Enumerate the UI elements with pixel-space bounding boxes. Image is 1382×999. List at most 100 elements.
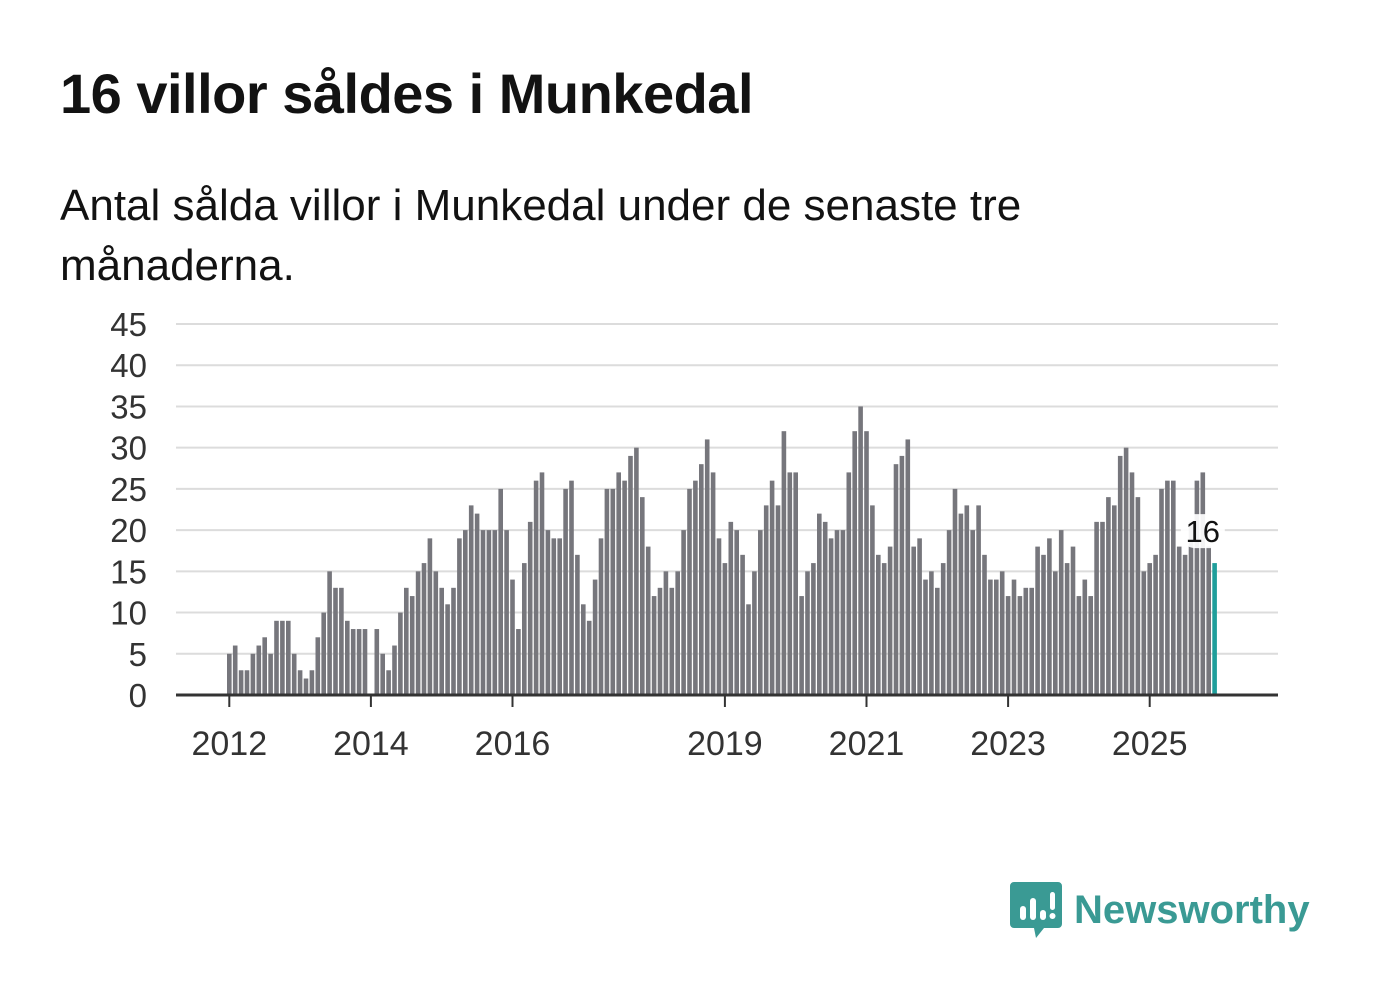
bar xyxy=(303,678,309,695)
bar xyxy=(339,587,344,695)
bar xyxy=(457,538,462,695)
bar xyxy=(905,439,911,695)
bar xyxy=(1123,447,1129,695)
bar xyxy=(598,538,604,695)
bar xyxy=(1088,596,1093,695)
bar xyxy=(610,488,616,695)
x-axis-ticks: 2012 2014 2016 2019 2021 2023 2025 xyxy=(191,695,1188,763)
y-tick-label: 25 xyxy=(110,471,147,508)
x-tick-label: 2012 xyxy=(191,725,267,763)
bar xyxy=(1106,497,1111,695)
page-title: 16 villor såldes i Munkedal xyxy=(60,62,754,125)
bar xyxy=(451,587,456,695)
bar xyxy=(763,505,769,695)
bar xyxy=(935,587,940,695)
bar xyxy=(722,563,728,695)
x-tick-label: 2025 xyxy=(1112,725,1188,763)
bar xyxy=(380,653,385,695)
bar xyxy=(280,620,285,695)
x-tick-label: 2019 xyxy=(687,725,763,763)
bar xyxy=(1041,554,1046,695)
bar xyxy=(917,538,922,695)
bar xyxy=(929,571,934,695)
bar xyxy=(238,670,244,695)
bar xyxy=(415,571,421,695)
brand-name: Newsworthy xyxy=(1074,887,1310,932)
bar xyxy=(911,546,916,695)
bar xyxy=(545,530,551,695)
bar xyxy=(1094,521,1099,695)
bar xyxy=(468,505,474,695)
bar xyxy=(321,612,326,695)
bar xyxy=(858,406,863,695)
y-tick-label: 0 xyxy=(129,677,147,714)
bar xyxy=(250,653,256,695)
bar xyxy=(982,554,987,695)
annotation-background xyxy=(1180,514,1225,549)
bar xyxy=(716,538,722,695)
bar xyxy=(811,563,816,695)
bar xyxy=(516,629,521,695)
bar xyxy=(575,554,580,695)
bar xyxy=(404,587,409,695)
bar xyxy=(350,629,356,695)
bar xyxy=(356,629,362,695)
bar xyxy=(775,505,781,695)
bar xyxy=(687,488,692,695)
bar xyxy=(787,472,793,695)
bar xyxy=(1188,521,1194,695)
bar xyxy=(586,620,592,695)
y-axis-ticks: 0 5 10 15 20 25 30 35 40 45 xyxy=(110,306,147,714)
bar xyxy=(1194,480,1200,695)
y-tick-label: 5 xyxy=(129,636,147,673)
bar xyxy=(970,530,975,695)
bar xyxy=(1171,480,1176,695)
bar xyxy=(1047,538,1052,695)
bar xyxy=(1147,563,1152,695)
x-tick-label: 2021 xyxy=(829,725,905,763)
bar xyxy=(1206,546,1211,695)
bar xyxy=(994,579,999,695)
bar xyxy=(533,480,539,695)
chart-subtitle: Antal sålda villor i Munkedal under de s… xyxy=(60,181,1022,290)
x-tick-label: 2014 xyxy=(333,725,409,763)
bar xyxy=(657,587,663,695)
bar xyxy=(498,488,503,695)
bar xyxy=(881,563,887,695)
bar xyxy=(510,579,515,695)
bar xyxy=(345,620,350,695)
bar xyxy=(699,464,704,695)
bar xyxy=(781,431,787,695)
bar xyxy=(539,472,545,695)
bar xyxy=(1011,579,1017,695)
bar xyxy=(1176,546,1182,695)
y-tick-label: 20 xyxy=(110,512,147,549)
bar xyxy=(492,530,498,695)
bar xyxy=(569,480,574,695)
bar xyxy=(592,579,598,695)
bar xyxy=(1035,546,1040,695)
bar xyxy=(946,530,952,695)
bar xyxy=(846,472,852,695)
bar xyxy=(828,538,834,695)
bar xyxy=(1017,596,1023,695)
bar xyxy=(958,513,964,695)
bar xyxy=(870,505,875,695)
bar xyxy=(286,620,291,695)
bar xyxy=(232,645,238,695)
newsworthy-logo-icon xyxy=(1010,882,1062,938)
bar xyxy=(262,637,267,695)
bar xyxy=(1135,497,1141,695)
x-tick-label: 2023 xyxy=(970,725,1046,763)
y-tick-label: 15 xyxy=(110,553,147,590)
bar xyxy=(622,480,627,695)
bar xyxy=(805,571,810,695)
bar xyxy=(693,480,698,695)
bar xyxy=(256,645,262,695)
bar xyxy=(923,579,928,695)
bar xyxy=(864,431,869,695)
bar xyxy=(640,497,645,695)
bar xyxy=(899,455,905,695)
bar xyxy=(421,563,427,695)
